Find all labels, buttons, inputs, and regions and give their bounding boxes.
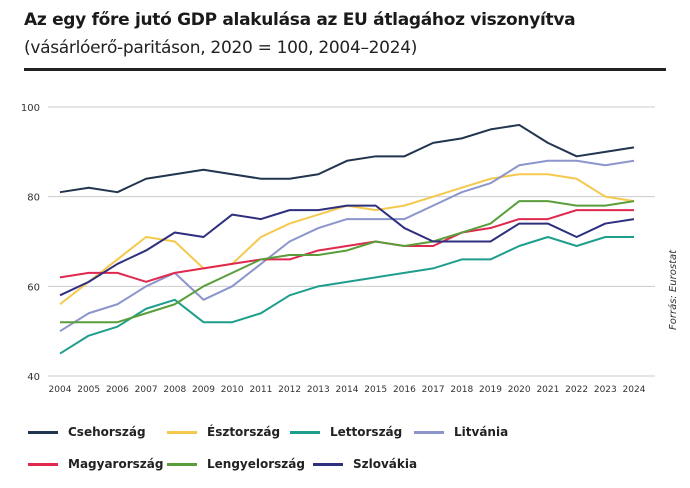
legend-swatch — [313, 462, 343, 466]
series-line-Csehország — [59, 123, 635, 194]
y-tick-label: 80 — [27, 193, 40, 204]
y-tick-label: 60 — [27, 282, 40, 293]
x-tick-label: 2010 — [221, 385, 244, 395]
x-tick-label: 2016 — [393, 385, 416, 395]
legend-swatch — [28, 430, 58, 434]
x-tick-label: 2008 — [163, 385, 186, 395]
title-divider — [24, 68, 666, 71]
x-tick-label: 2020 — [508, 385, 531, 395]
legend-label: Csehország — [68, 425, 146, 439]
legend-label: Észtország — [207, 425, 281, 439]
legend-swatch — [290, 430, 320, 434]
x-tick-label: 2018 — [450, 385, 473, 395]
x-tick-label: 2012 — [278, 385, 301, 395]
legend-swatch — [28, 462, 58, 466]
x-tick-label: 2019 — [479, 385, 502, 395]
x-tick-label: 2004 — [49, 385, 72, 395]
chart-subtitle: (vásárlóerő-paritáson, 2020 = 100, 2004–… — [24, 38, 418, 58]
x-tick-label: 2009 — [192, 385, 215, 395]
series-line-Észtország — [59, 173, 635, 306]
y-tick-label: 40 — [27, 372, 40, 383]
legend-item: Lengyelország — [167, 457, 305, 471]
legend-item: Magyarország — [28, 457, 163, 471]
x-tick-label: 2005 — [77, 385, 100, 395]
legend-item: Észtország — [167, 425, 280, 439]
legend-label: Litvánia — [454, 425, 509, 439]
x-tick-label: 2017 — [422, 385, 445, 395]
x-tick-label: 2021 — [536, 385, 559, 395]
legend-label: Lengyelország — [207, 457, 305, 471]
legend-item: Lettország — [290, 425, 402, 439]
x-tick-label: 2022 — [565, 385, 588, 395]
series-line-Lettország — [59, 236, 634, 355]
series-line-Szlovákia — [59, 204, 635, 297]
series-line-Lengyelország — [60, 200, 635, 324]
line-chart: 40 60 80 100 2004 2005 2006 2007 2008 2009 2010 201… — [21, 103, 655, 395]
legend-item: Csehország — [28, 425, 146, 439]
x-tick-label: 2013 — [307, 385, 330, 395]
legend-swatch — [414, 430, 444, 434]
x-tick-label: 2007 — [135, 385, 158, 395]
x-tick-label: 2015 — [364, 385, 387, 395]
legend-label: Szlovákia — [353, 457, 418, 471]
x-tick-label: 2024 — [623, 385, 646, 395]
x-tick-label: 2023 — [594, 385, 617, 395]
series-line-Magyarország — [59, 209, 634, 283]
source-note: Forrás: Eurostat — [668, 249, 679, 330]
legend-label: Magyarország — [68, 457, 164, 471]
chart-title: Az egy főre jutó GDP alakulása az EU átl… — [24, 10, 576, 30]
legend-item: Litvánia — [414, 425, 508, 439]
legend-swatch — [167, 430, 197, 434]
legend-label: Lettország — [330, 425, 403, 439]
series-line-Litvánia — [59, 159, 635, 333]
x-tick-label: 2011 — [249, 385, 272, 395]
y-tick-label: 100 — [21, 103, 40, 114]
x-tick-label: 2014 — [336, 385, 359, 395]
legend-item: Szlovákia — [313, 457, 417, 471]
legend-swatch — [167, 462, 197, 466]
x-tick-label: 2006 — [106, 385, 129, 395]
